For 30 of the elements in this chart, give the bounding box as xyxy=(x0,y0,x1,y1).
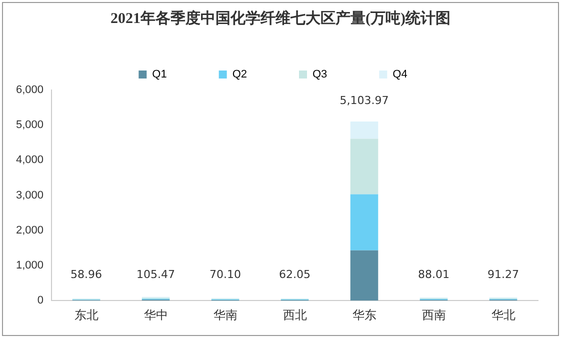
total-label: 91.27 xyxy=(488,268,519,281)
x-tick-label: 西南 xyxy=(422,308,446,322)
y-tick-label: 5,000 xyxy=(16,119,44,132)
total-label: 58.96 xyxy=(70,268,102,281)
bar xyxy=(350,194,378,250)
x-tick-label: 华北 xyxy=(491,308,516,322)
total-label: 70.10 xyxy=(210,268,242,281)
chart-title: 2021年各季度中国化学纤维七大区产量(万吨)统计图 xyxy=(110,9,452,28)
y-tick-label: 0 xyxy=(37,294,44,307)
x-tick-label: 东北 xyxy=(74,308,98,322)
y-tick-label: 3,000 xyxy=(16,189,44,202)
x-tick-label: 华中 xyxy=(144,308,168,322)
y-tick-label: 6,000 xyxy=(16,84,44,96)
y-tick-label: 1,000 xyxy=(16,260,44,272)
legend-label: Q1 xyxy=(152,68,167,81)
x-tick-label: 西北 xyxy=(282,308,307,322)
legend-label: Q3 xyxy=(312,68,328,81)
total-label: 5,103.97 xyxy=(340,94,389,107)
y-tick-label: 4,000 xyxy=(16,154,44,166)
bar xyxy=(350,121,378,139)
legend-label: Q4 xyxy=(392,68,408,81)
x-tick-label: 华东 xyxy=(352,308,376,322)
bar xyxy=(350,138,378,194)
total-label: 105.47 xyxy=(136,268,176,281)
y-tick-label: 2,000 xyxy=(16,224,44,236)
total-label: 62.05 xyxy=(279,268,311,281)
bar xyxy=(350,250,378,301)
legend-label: Q2 xyxy=(232,68,248,81)
total-label: 88.01 xyxy=(418,268,450,281)
x-tick-label: 华南 xyxy=(213,308,238,322)
